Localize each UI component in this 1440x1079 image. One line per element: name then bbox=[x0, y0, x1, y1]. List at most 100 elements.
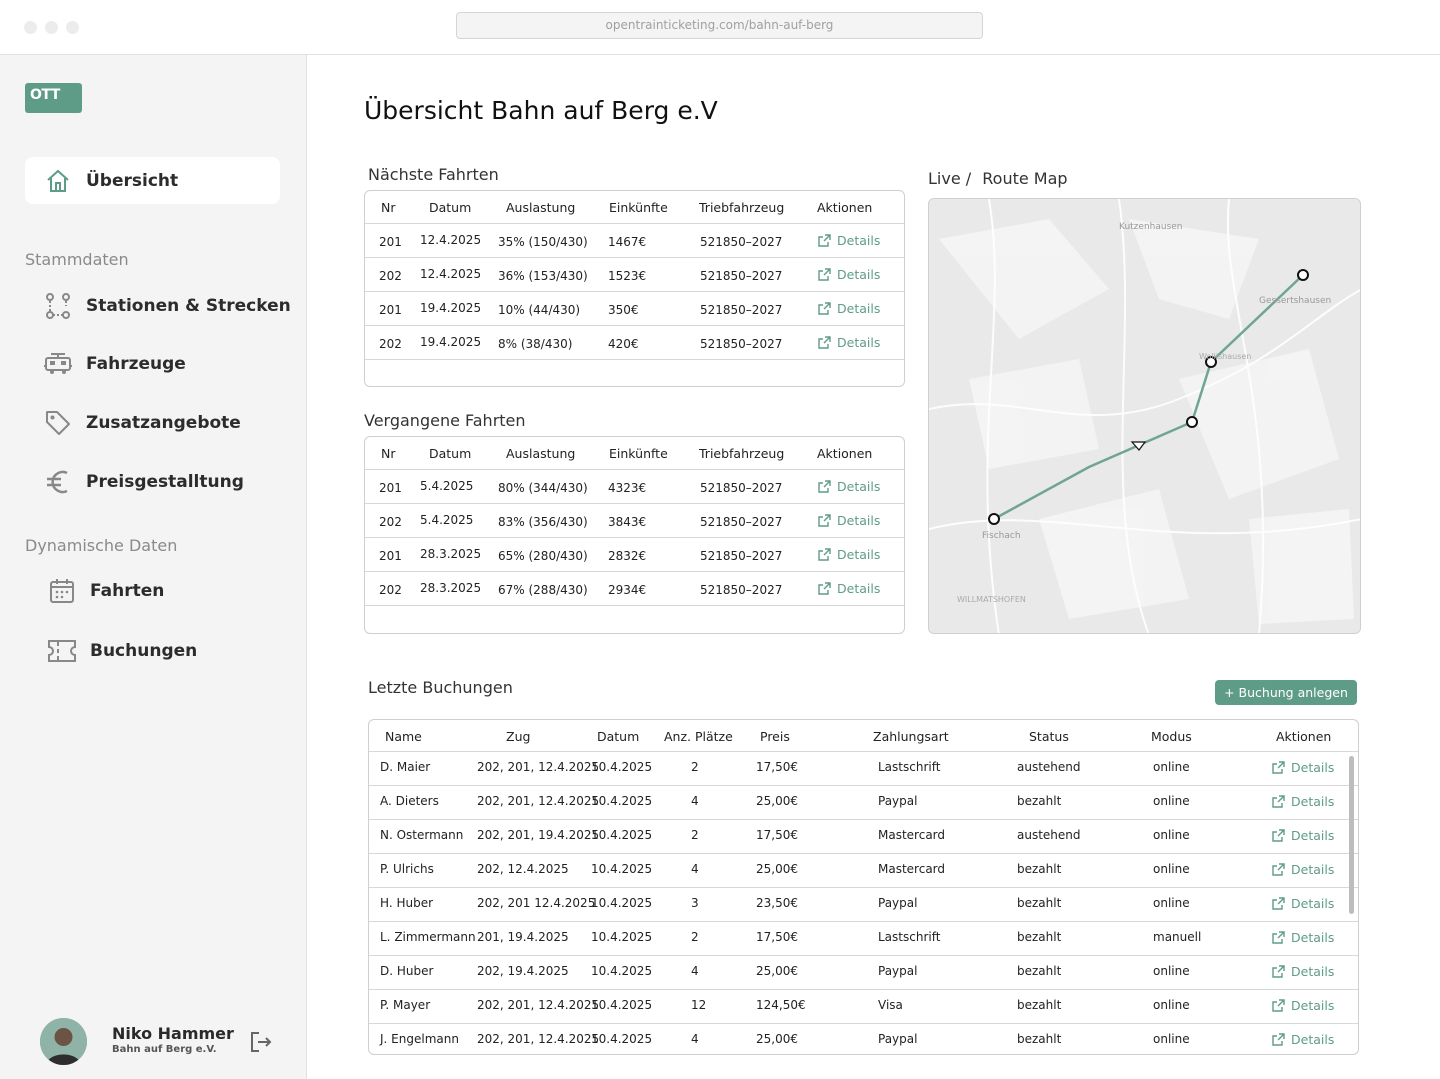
cell-zahlung: Paypal bbox=[878, 1032, 918, 1046]
cell-name: L. Zimmermann bbox=[380, 930, 476, 944]
column-header: Datum bbox=[429, 200, 472, 215]
cell-name: P. Mayer bbox=[380, 998, 431, 1012]
past-trips-table: Nr Datum Auslastung Einkünfte Triebfahrzeug A… bbox=[364, 436, 905, 634]
cell-fahrzeug: 521850–2027 bbox=[700, 337, 783, 351]
cell-datum: 19.4.2025 bbox=[420, 301, 482, 315]
page-title: Übersicht Bahn auf Berg e.V bbox=[364, 96, 718, 125]
details-link[interactable]: Details bbox=[1272, 964, 1334, 979]
details-link[interactable]: Details bbox=[1272, 998, 1334, 1013]
details-link[interactable]: Details bbox=[1272, 794, 1334, 809]
table-row[interactable]: P. Mayer 202, 201, 12.4.2025 10.4.2025 12 12… bbox=[369, 990, 1358, 1024]
table-row[interactable]: 201 19.4.2025 10% (44/430) 350€ 521850–2027 D… bbox=[365, 292, 904, 326]
address-bar[interactable]: opentrainticketing.com/bahn-auf-berg bbox=[456, 12, 983, 39]
cell-datum: 10.4.2025 bbox=[591, 1032, 653, 1046]
details-link[interactable]: Details bbox=[1272, 862, 1334, 877]
cell-datum: 10.4.2025 bbox=[591, 828, 653, 842]
sidebar-item-uebersicht-row[interactable]: Übersicht bbox=[42, 163, 178, 199]
details-label: Details bbox=[1291, 760, 1335, 775]
cell-zahlung: Lastschrift bbox=[878, 930, 941, 944]
details-link[interactable]: Details bbox=[818, 513, 880, 528]
map-place-label: Kutzenhausen bbox=[1119, 222, 1183, 232]
details-label: Details bbox=[837, 267, 881, 282]
next-trips-title: Nächste Fahrten bbox=[368, 165, 499, 184]
cell-einkuenfte: 3843€ bbox=[608, 515, 647, 529]
cell-auslastung: 65% (280/430) bbox=[498, 549, 588, 563]
cell-modus: online bbox=[1153, 1032, 1190, 1046]
cell-datum: 10.4.2025 bbox=[591, 930, 653, 944]
sidebar-item-stationen[interactable]: Stationen & Strecken bbox=[42, 288, 291, 324]
cell-fahrzeug: 521850–2027 bbox=[700, 269, 783, 283]
station-marker bbox=[1186, 416, 1198, 428]
details-link[interactable]: Details bbox=[818, 335, 880, 350]
table-row[interactable]: D. Huber 202, 19.4.2025 10.4.2025 4 25,00€ Pa… bbox=[369, 956, 1358, 990]
table-row[interactable]: A. Dieters 202, 201, 12.4.2025 10.4.2025 4 2… bbox=[369, 786, 1358, 820]
column-header: Auslastung bbox=[506, 446, 576, 461]
bookings-scrollbar[interactable] bbox=[1349, 756, 1354, 914]
cell-zug: 202, 201, 19.4.2025 bbox=[477, 828, 600, 842]
details-link[interactable]: Details bbox=[818, 267, 880, 282]
cell-nr: 201 bbox=[379, 549, 402, 563]
sidebar-item-preisgestaltung[interactable]: Preisgestalltung bbox=[42, 464, 244, 500]
details-link[interactable]: Details bbox=[818, 547, 880, 562]
table-row[interactable]: 202 12.4.2025 36% (153/430) 1523€ 521850–202… bbox=[365, 258, 904, 292]
external-link-icon bbox=[1272, 897, 1285, 910]
details-link[interactable]: Details bbox=[1272, 930, 1334, 945]
table-row[interactable]: N. Ostermann 202, 201, 19.4.2025 10.4.2025… bbox=[369, 820, 1358, 854]
details-link[interactable]: Details bbox=[818, 233, 880, 248]
window-maximize-dot[interactable] bbox=[66, 21, 79, 34]
sidebar-item-label: Fahrten bbox=[90, 581, 165, 601]
details-label: Details bbox=[837, 581, 881, 596]
details-link[interactable]: Details bbox=[1272, 828, 1334, 843]
cell-name: H. Huber bbox=[380, 896, 434, 910]
cell-einkuenfte: 4323€ bbox=[608, 481, 647, 495]
cell-preis: 25,00€ bbox=[756, 794, 798, 808]
cell-preis: 23,50€ bbox=[756, 896, 798, 910]
cell-preis: 17,50€ bbox=[756, 930, 798, 944]
table-row[interactable]: H. Huber 202, 201 12.4.2025 10.4.2025 3 23,5… bbox=[369, 888, 1358, 922]
route-map[interactable]: Kutzenhausen Gessertshausen Wollishausen… bbox=[928, 198, 1361, 634]
column-header: Triebfahrzeug bbox=[699, 446, 785, 461]
details-label: Details bbox=[837, 233, 881, 248]
details-link[interactable]: Details bbox=[1272, 760, 1334, 775]
cell-status: bezahlt bbox=[1017, 964, 1062, 978]
table-row[interactable]: L. Zimmermann 201, 19.4.2025 10.4.2025 2 17,… bbox=[369, 922, 1358, 956]
cell-plaetze: 12 bbox=[691, 998, 707, 1012]
window-close-dot[interactable] bbox=[24, 21, 37, 34]
cell-plaetze: 2 bbox=[691, 930, 699, 944]
details-link[interactable]: Details bbox=[818, 479, 880, 494]
details-link[interactable]: Details bbox=[818, 581, 880, 596]
table-row[interactable]: D. Maier 202, 201, 12.4.2025 10.4.2025 2 17,… bbox=[369, 752, 1358, 786]
column-header: Triebfahrzeug bbox=[699, 200, 785, 215]
table-row[interactable]: 201 12.4.2025 35% (150/430) 1467€ 521850–202… bbox=[365, 224, 904, 258]
cell-zug: 202, 201, 12.4.2025 bbox=[477, 998, 600, 1012]
add-booking-button[interactable]: + Buchung anlegen bbox=[1215, 680, 1357, 705]
sidebar-item-fahrten[interactable]: Fahrten bbox=[46, 573, 164, 609]
app-logo[interactable]: OTT bbox=[25, 83, 82, 113]
sidebar-item-buchungen[interactable]: Buchungen bbox=[46, 633, 197, 669]
details-link[interactable]: Details bbox=[818, 301, 880, 316]
cell-einkuenfte: 1467€ bbox=[608, 235, 647, 249]
avatar[interactable] bbox=[40, 1018, 87, 1065]
cell-preis: 17,50€ bbox=[756, 760, 798, 774]
cell-einkuenfte: 350€ bbox=[608, 303, 639, 317]
details-label: Details bbox=[1291, 930, 1335, 945]
table-row[interactable]: 202 28.3.2025 67% (288/430) 2934€ 521850–202… bbox=[365, 572, 904, 606]
sidebar-item-zusatzangebote[interactable]: Zusatzangebote bbox=[42, 405, 241, 441]
cell-datum: 10.4.2025 bbox=[591, 998, 653, 1012]
window-minimize-dot[interactable] bbox=[45, 21, 58, 34]
table-row[interactable]: P. Ulrichs 202, 12.4.2025 10.4.2025 4 25,00€… bbox=[369, 854, 1358, 888]
table-row[interactable]: 201 28.3.2025 65% (280/430) 2832€ 521850–202… bbox=[365, 538, 904, 572]
table-row[interactable]: 202 5.4.2025 83% (356/430) 3843€ 521850–2027… bbox=[365, 504, 904, 538]
home-icon bbox=[42, 165, 74, 197]
cell-auslastung: 10% (44/430) bbox=[498, 303, 581, 317]
cell-status: bezahlt bbox=[1017, 930, 1062, 944]
table-row[interactable]: 201 5.4.2025 80% (344/430) 4323€ 521850–2027… bbox=[365, 470, 904, 504]
details-link[interactable]: Details bbox=[1272, 896, 1334, 911]
logout-icon[interactable] bbox=[249, 1030, 273, 1058]
column-header: Name bbox=[385, 729, 422, 744]
sidebar-item-fahrzeuge[interactable]: Fahrzeuge bbox=[42, 346, 186, 382]
details-link[interactable]: Details bbox=[1272, 1032, 1334, 1047]
cell-nr: 202 bbox=[379, 269, 402, 283]
table-row[interactable]: 202 19.4.2025 8% (38/430) 420€ 521850–2027 De… bbox=[365, 326, 904, 360]
table-row[interactable]: J. Engelmann 202, 201, 12.4.2025 10.4.2025… bbox=[369, 1024, 1358, 1054]
